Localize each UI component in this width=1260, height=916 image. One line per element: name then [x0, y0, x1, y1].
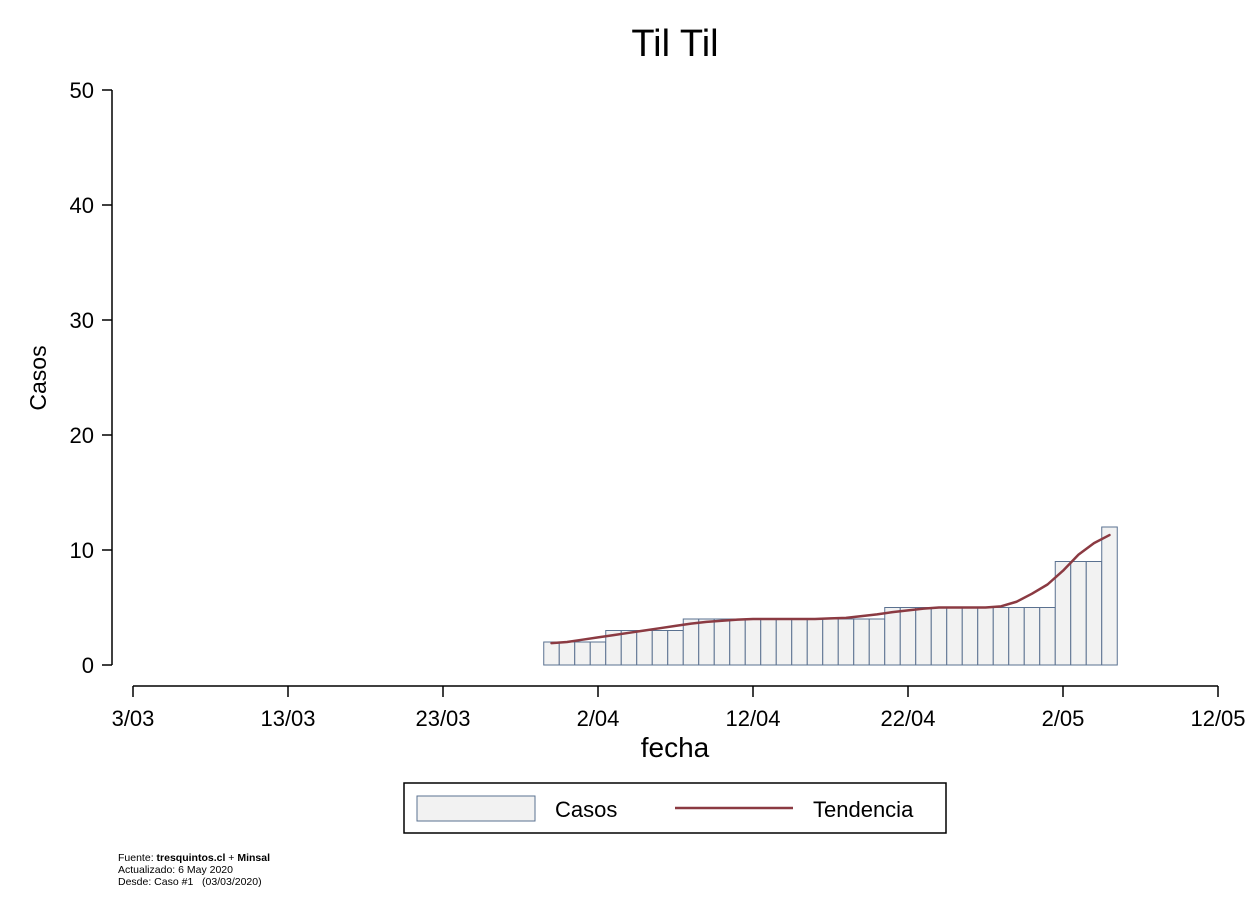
- legend-tendencia-label: Tendencia: [813, 797, 914, 822]
- y-tick-label: 20: [70, 423, 94, 448]
- bar-casos: [713, 618, 731, 666]
- bar-casos: [946, 607, 963, 666]
- bar-casos: [977, 607, 994, 666]
- bar-casos: [1070, 561, 1087, 666]
- trend-series: [550, 533, 1111, 645]
- x-axis: 3/03 13/03 23/03 2/04 12/04 22/04 2/05 12/05: [112, 685, 1246, 731]
- footer-since: Desde: Caso #1 (03/03/2020): [118, 876, 262, 888]
- bar-casos: [1023, 607, 1041, 666]
- x-tick-label: 13/03: [260, 706, 315, 731]
- bar-casos: [574, 641, 591, 666]
- bar-casos: [1085, 561, 1103, 666]
- bar-casos: [744, 618, 762, 666]
- chart-title: Til Til: [631, 23, 718, 65]
- footer-source-plus: +: [225, 852, 238, 864]
- bar-casos: [853, 618, 870, 666]
- bar-casos: [1008, 607, 1025, 666]
- x-tick-label: 12/05: [1190, 706, 1245, 731]
- bar-casos: [651, 630, 669, 666]
- y-tick-label: 30: [70, 308, 94, 333]
- bar-casos: [868, 618, 886, 666]
- bar-casos: [915, 607, 932, 666]
- x-axis-label: fecha: [641, 732, 710, 763]
- footer-updated: Actualizado: 6 May 2020: [118, 864, 233, 876]
- bar-casos: [961, 607, 979, 666]
- bar-casos: [620, 630, 638, 666]
- bar-casos: [760, 618, 777, 666]
- x-tick-label: 12/04: [725, 706, 780, 731]
- bar-series: [543, 526, 1118, 666]
- bar-casos: [667, 630, 684, 666]
- y-axis-label: Casos: [25, 345, 51, 410]
- footer-source-minsal: Minsal: [237, 852, 271, 864]
- bar-casos: [930, 607, 948, 666]
- y-axis: 0 10 20 30 40 50: [70, 78, 113, 678]
- bar-casos: [822, 618, 839, 666]
- bar-casos: [837, 618, 855, 666]
- footer-source: Fuente: tresquintos.cl + Minsal: [118, 852, 270, 864]
- footer: Fuente: tresquintos.cl + Minsal Actualiz…: [118, 852, 270, 888]
- legend-casos-label: Casos: [555, 797, 617, 822]
- bar-casos: [1101, 526, 1118, 666]
- legend-casos-swatch: [416, 795, 536, 822]
- bar-casos: [729, 618, 746, 666]
- footer-source-label: Fuente:: [118, 852, 157, 864]
- bar-casos: [884, 607, 901, 666]
- bar-casos: [791, 618, 808, 666]
- x-tick-label: 2/05: [1042, 706, 1085, 731]
- y-tick-label: 0: [82, 653, 94, 678]
- y-tick-label: 40: [70, 193, 94, 218]
- legend: Casos Tendencia: [403, 782, 947, 834]
- bar-casos: [558, 641, 576, 666]
- x-tick-label: 22/04: [880, 706, 935, 731]
- bar-casos: [543, 641, 560, 666]
- bar-casos: [899, 607, 917, 666]
- x-tick-label: 2/04: [577, 706, 620, 731]
- bar-casos: [589, 641, 607, 666]
- y-tick-label: 50: [70, 78, 94, 103]
- bar-casos: [1039, 607, 1056, 666]
- bar-casos: [636, 630, 653, 666]
- bar-casos: [992, 607, 1010, 666]
- trend-line: [550, 533, 1111, 645]
- y-tick-label: 10: [70, 538, 94, 563]
- bar-casos: [775, 618, 793, 666]
- bar-casos: [698, 618, 715, 666]
- x-tick-label: 3/03: [112, 706, 155, 731]
- bar-casos: [682, 618, 700, 666]
- x-tick-label: 23/03: [415, 706, 470, 731]
- bar-casos: [806, 618, 824, 666]
- footer-source-tresquintos: tresquintos.cl: [156, 852, 226, 864]
